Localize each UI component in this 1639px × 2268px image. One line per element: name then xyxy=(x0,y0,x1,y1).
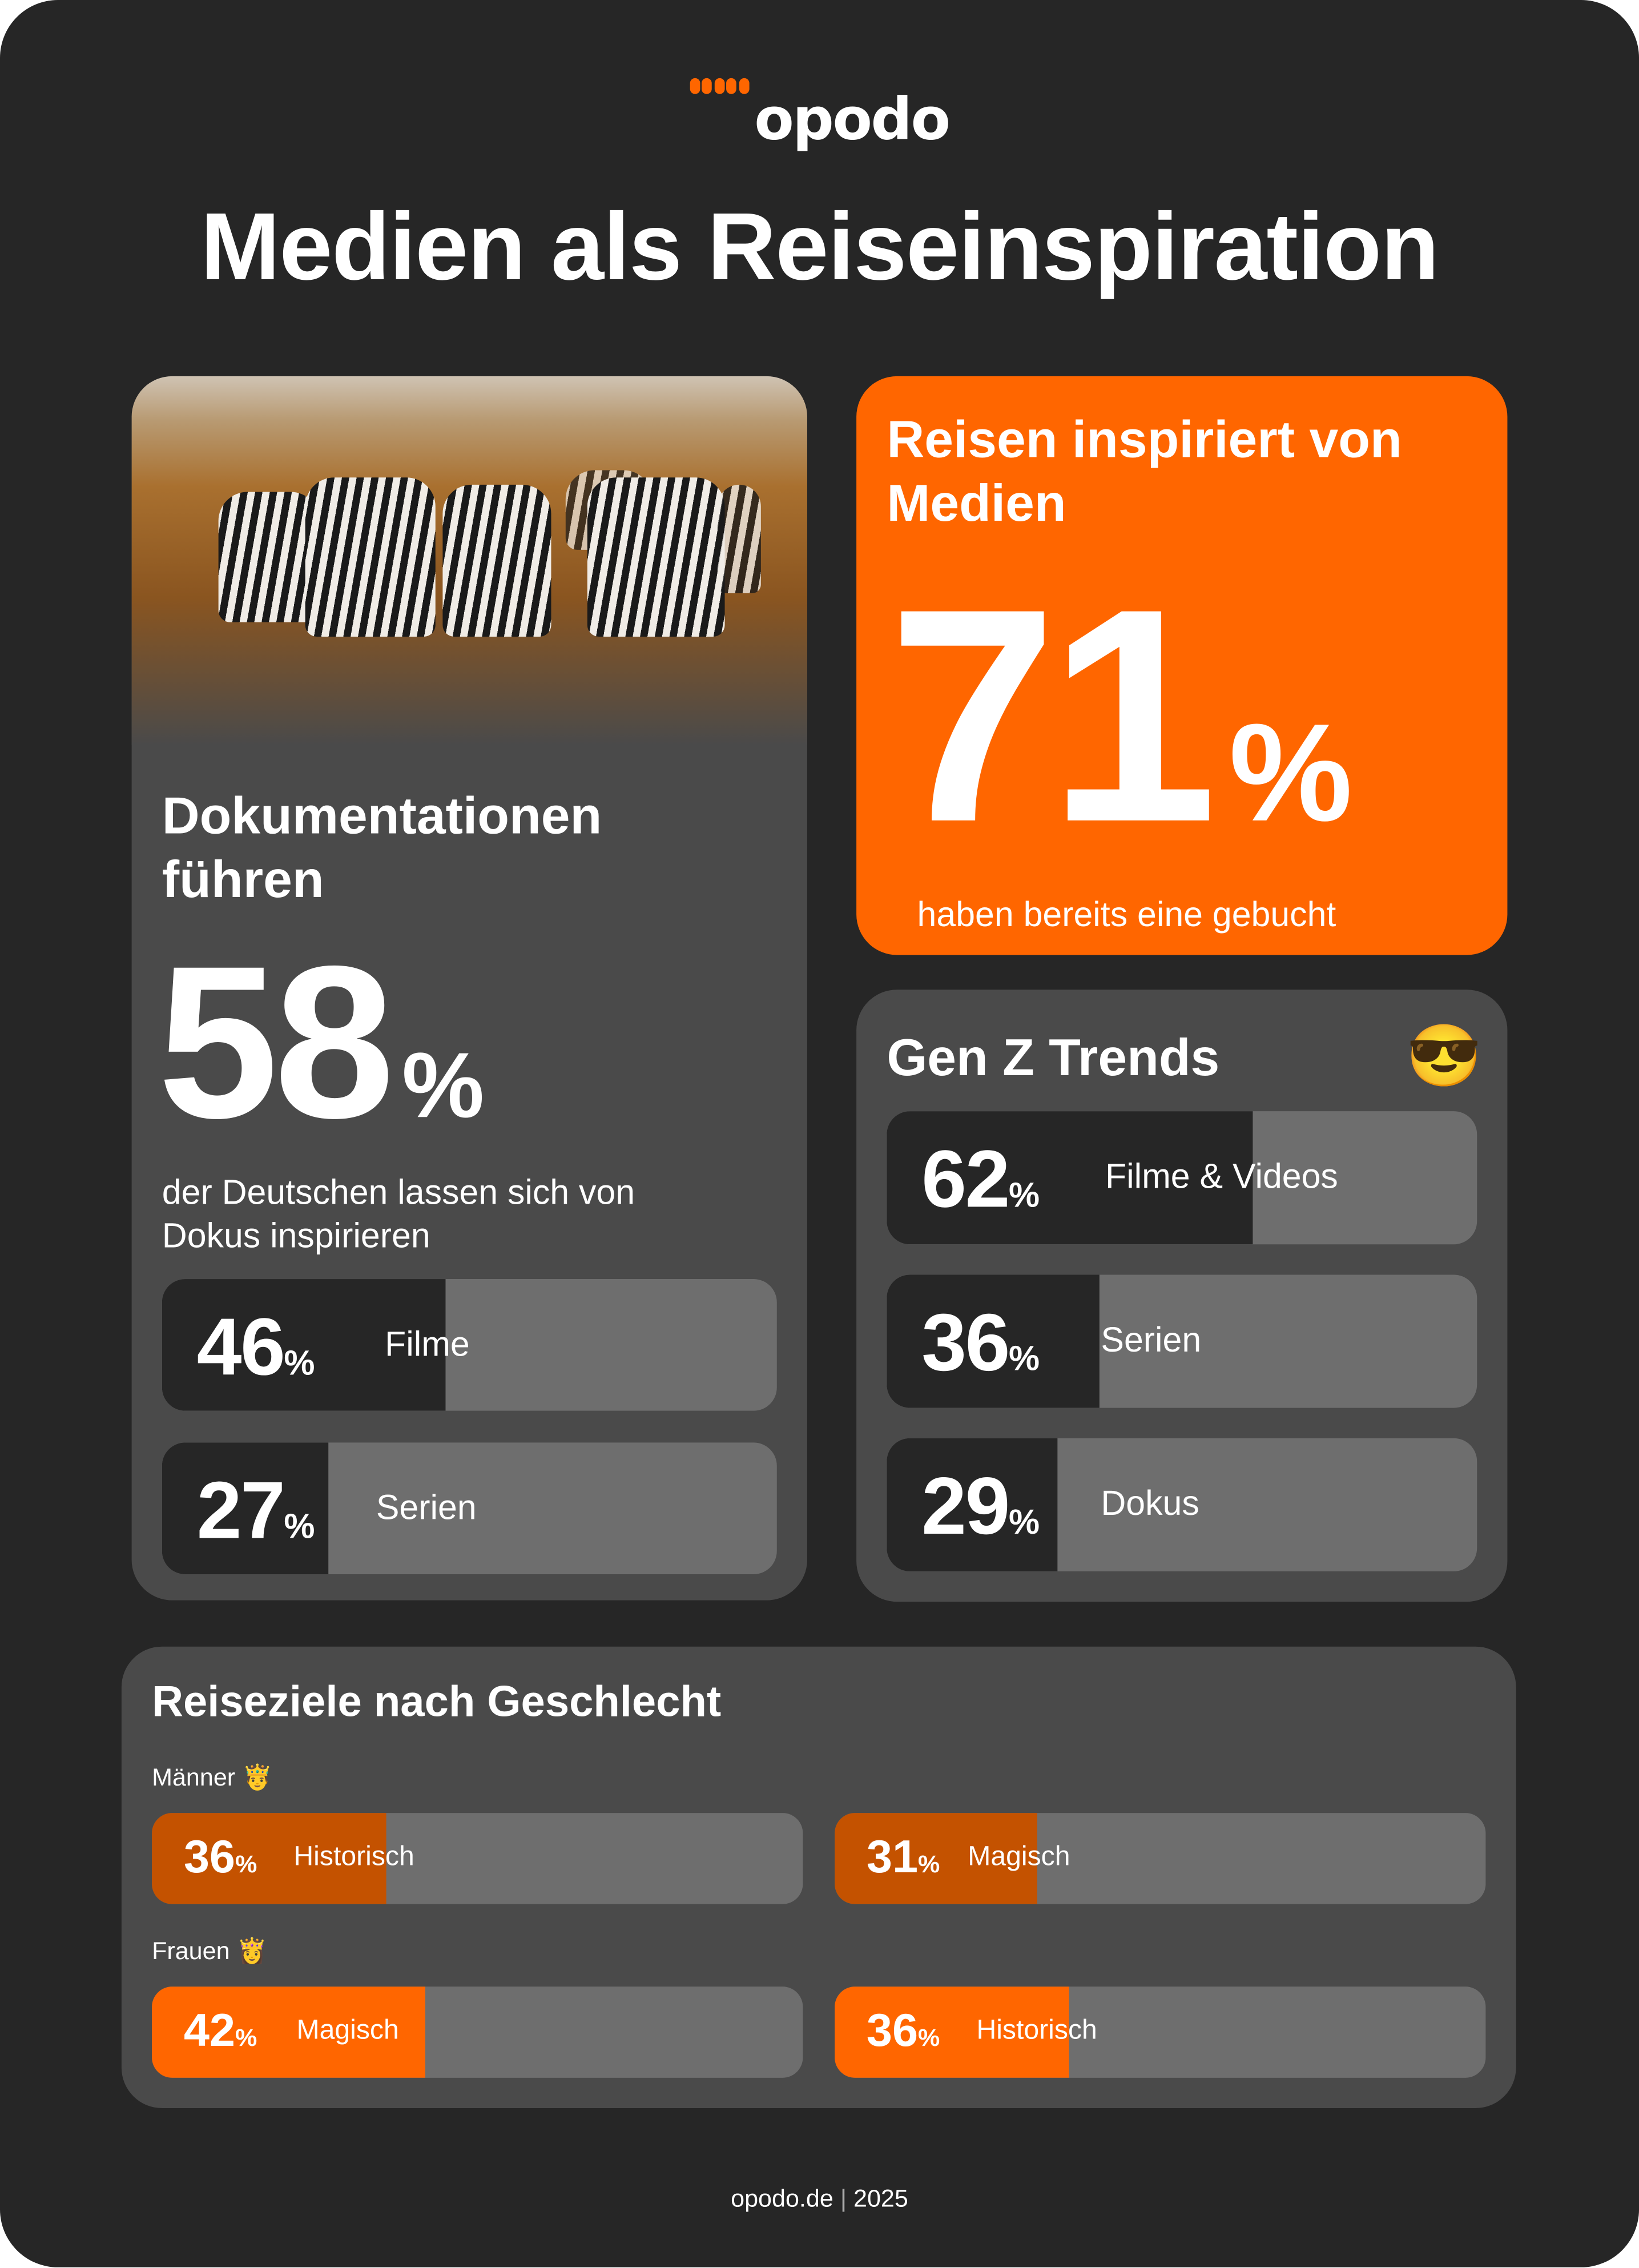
genz-bar-dokus: 29% Dokus xyxy=(887,1438,1477,1571)
gender-title: Reiseziele nach Geschlecht xyxy=(152,1678,722,1727)
princess-emoji-icon: 👸 xyxy=(236,1937,268,1965)
footer: opodo.de | 2025 xyxy=(731,2185,908,2213)
logo-dots-icon xyxy=(690,75,751,102)
media-text: haben bereits eine gebucht xyxy=(917,895,1336,935)
zebra-photo xyxy=(131,376,807,746)
women-bar-magisch: 42% Magisch xyxy=(152,1986,803,2078)
docs-heading: Dokumentationen führen xyxy=(162,785,602,909)
genz-bar-filme-videos: 62% Filme & Videos xyxy=(887,1111,1477,1245)
docs-card: Dokumentationen führen 58% der Deutschen … xyxy=(131,376,807,1601)
docs-bar-filme: 46% Filme xyxy=(162,1279,777,1411)
media-card: Reisen inspiriert von Medien 71% haben be… xyxy=(856,376,1508,955)
docs-bar-serien: 27% Serien xyxy=(162,1442,777,1574)
men-label: Männer 🤴 xyxy=(152,1763,273,1792)
genz-title: Gen Z Trends xyxy=(887,1027,1220,1087)
genz-card: Gen Z Trends 😎 62% Filme & Videos 36% Se… xyxy=(856,990,1508,1602)
gender-card: Reiseziele nach Geschlecht Männer 🤴 36% … xyxy=(121,1646,1516,2109)
sunglasses-emoji-icon: 😎 xyxy=(1406,1022,1482,1090)
docs-stat: 58% xyxy=(158,920,485,1164)
page-title: Medien als Reiseinspiration xyxy=(200,192,1439,300)
media-heading: Reisen inspiriert von Medien xyxy=(887,409,1402,533)
women-label: Frauen 👸 xyxy=(152,1937,268,1965)
media-stat: 71% xyxy=(888,545,1353,886)
men-bar-historisch: 36% Historisch xyxy=(152,1813,803,1904)
men-bar-magisch: 31% Magisch xyxy=(835,1813,1486,1904)
women-bar-historisch: 36% Historisch xyxy=(835,1986,1486,2078)
footer-year: 2025 xyxy=(853,2185,908,2213)
docs-text: der Deutschen lassen sich von Dokus inspi… xyxy=(162,1173,635,1256)
logo-wordmark: opodo xyxy=(754,87,951,154)
prince-emoji-icon: 🤴 xyxy=(242,1763,273,1792)
genz-bar-serien: 36% Serien xyxy=(887,1274,1477,1408)
opodo-logo: opodo xyxy=(0,75,1639,154)
footer-site: opodo.de xyxy=(731,2185,833,2213)
